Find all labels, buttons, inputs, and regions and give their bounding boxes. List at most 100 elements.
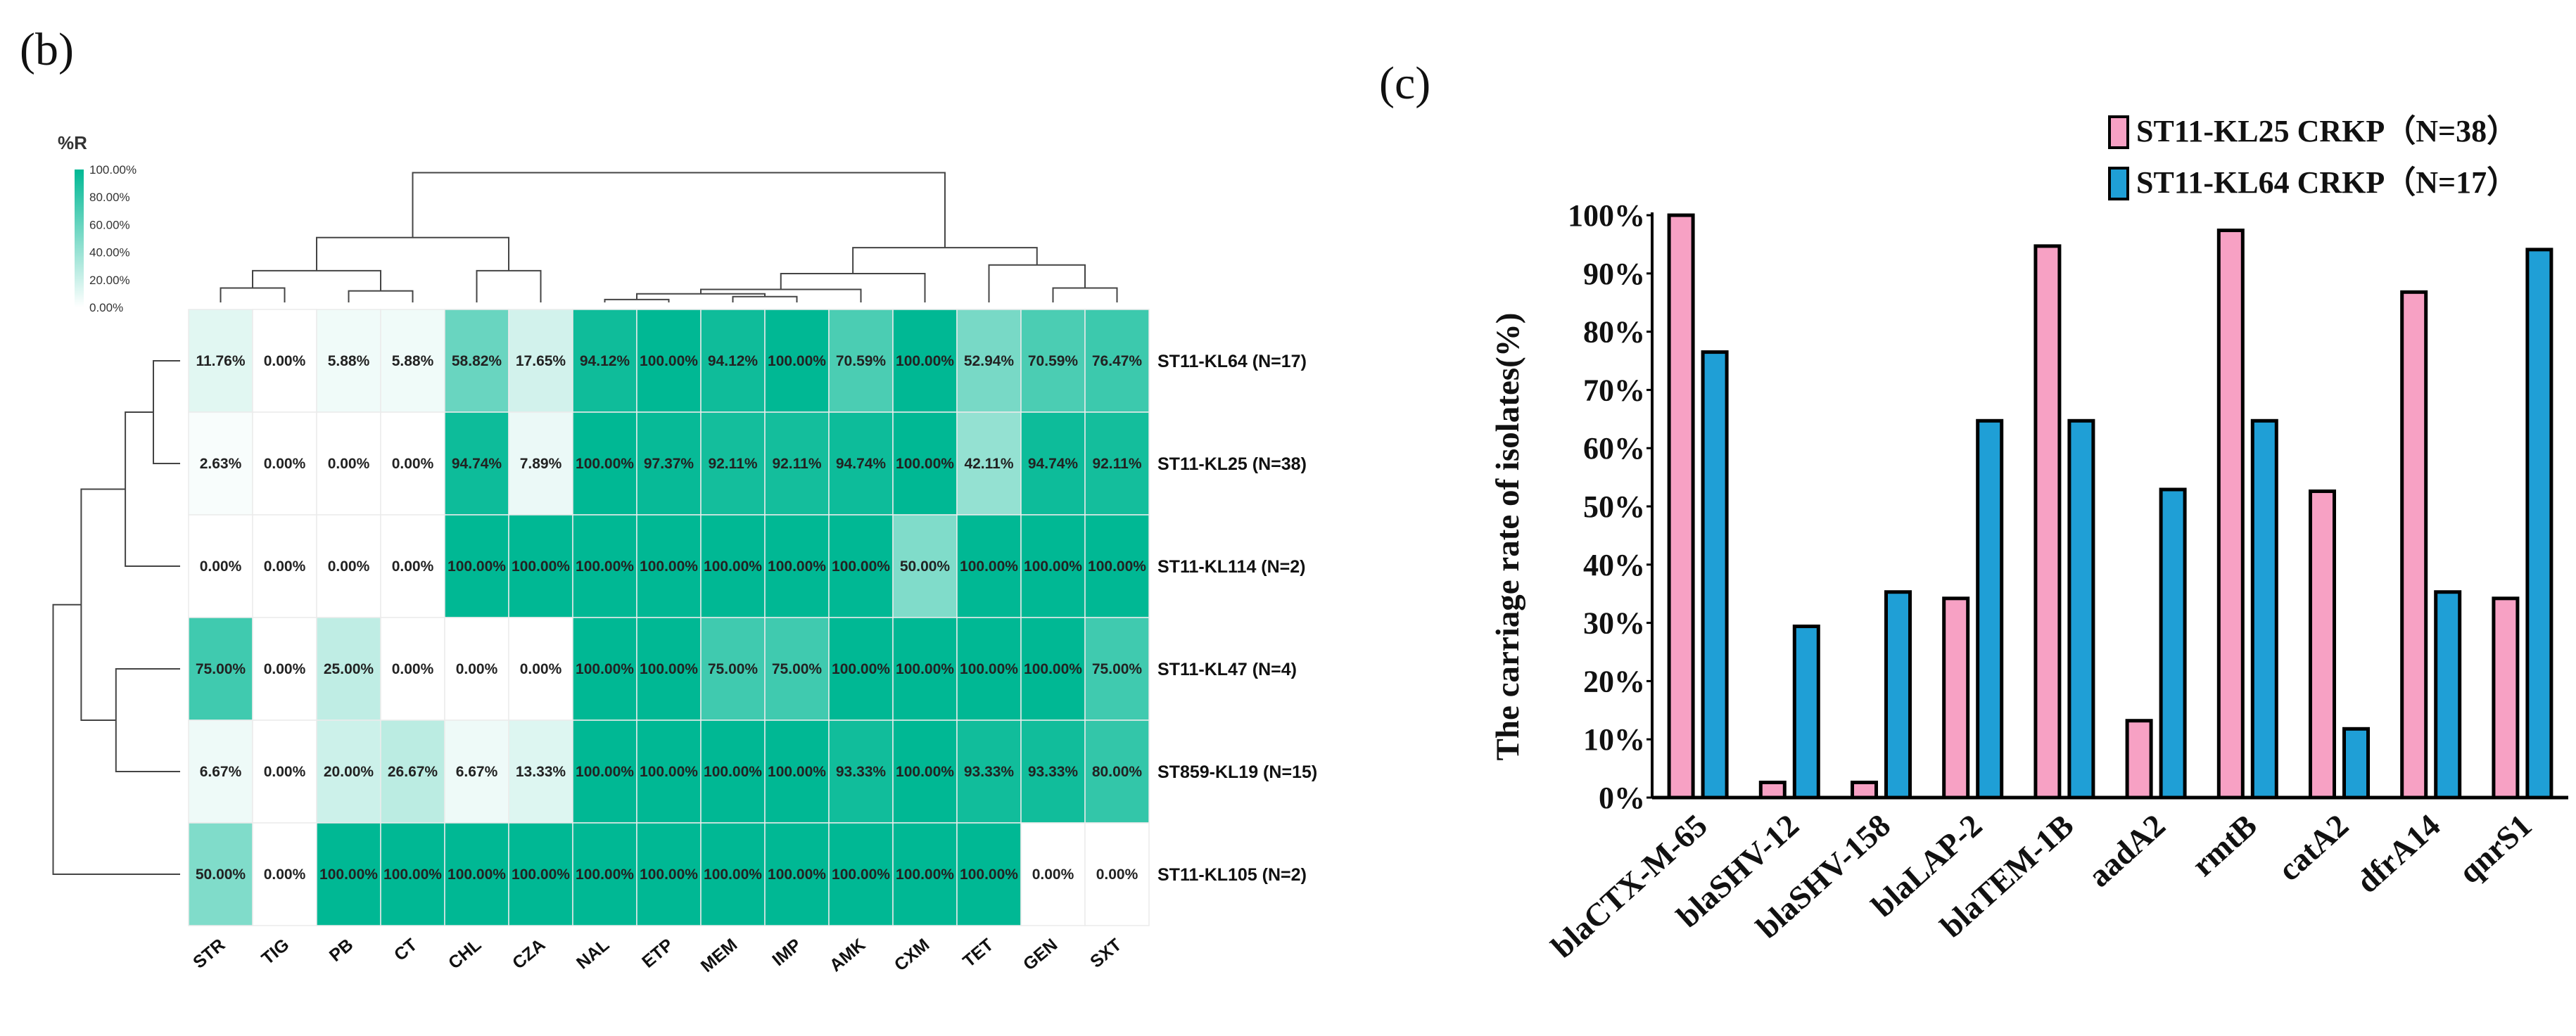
y-axis-tick-label: 80% [1583, 315, 1645, 350]
heatmap-cell [700, 720, 766, 824]
row-dendrogram [52, 360, 180, 875]
heatmap-cell [892, 309, 958, 413]
heatmap-cell [828, 514, 894, 618]
heatmap-cell [508, 720, 573, 824]
row-dendrogram-branch [153, 360, 180, 464]
heatmap-column-label: CZA [509, 935, 549, 973]
heatmap-cell-value: 100.00% [448, 866, 506, 883]
heatmap-cell [700, 514, 766, 618]
heatmap-cell [188, 720, 253, 824]
column-dendrogram-branch [316, 236, 509, 271]
x-axis-category-label: blaCTX-M-65 [1544, 807, 1714, 965]
column-dendrogram-branch [1052, 287, 1118, 302]
heatmap-cell [1084, 617, 1150, 721]
heatmap-row-label: ST11-KL105 (N=2) [1157, 865, 1307, 885]
heatmap-cell-value: 100.00% [1024, 661, 1082, 677]
heatmap-cell [316, 309, 381, 413]
x-axis-category-label: qnrS1 [2451, 807, 2538, 890]
heatmap-cell [252, 514, 317, 618]
heatmap-cell [188, 617, 253, 721]
x-axis-category-label: aadA2 [2081, 807, 2172, 894]
heatmap-cell-value: 93.33% [1028, 764, 1079, 780]
bar [2434, 590, 2462, 800]
chart-axes [1647, 212, 2568, 800]
heatmap-cell-value: 92.11% [772, 456, 821, 472]
heatmap-column-label: GEN [1020, 935, 1062, 974]
heatmap-cell [316, 822, 381, 926]
heatmap-cell [508, 514, 573, 618]
heatmap-cell-value: 100.00% [896, 353, 954, 369]
heatmap-cell [764, 411, 830, 516]
heatmap-cell [508, 617, 573, 721]
heatmap-cell-value: 97.37% [644, 456, 694, 472]
heatmap-cell-value: 0.00% [264, 764, 306, 780]
heatmap-cell-value: 100.00% [768, 558, 826, 575]
heatmap-cell [380, 514, 445, 618]
heatmap-cell-value: 100.00% [448, 558, 506, 575]
heatmap-color-legend: %R 100.00% 80.00% 60.00% 40.00% 20.00% 0.00% [58, 132, 137, 314]
heatmap-cell-value: 6.67% [200, 764, 242, 780]
heatmap-cell-value: 100.00% [640, 764, 698, 780]
heatmap-cell [572, 411, 637, 516]
heatmap-cell [764, 514, 830, 618]
heatmap-cell-value: 52.94% [964, 353, 1015, 369]
heatmap-cell-value: 25.00% [324, 661, 374, 677]
heatmap-cell-value: 6.67% [456, 764, 498, 780]
heatmap-cell [508, 309, 573, 413]
heatmap-cell-value: 94.12% [580, 353, 630, 369]
bar [1792, 625, 1820, 800]
y-axis-tick-label: 100% [1568, 198, 1645, 233]
bar-chart-legend: ST11-KL25 CRKP（N=38） ST11-KL64 CRKP（N=17） [2108, 114, 2518, 200]
y-axis-title: The carriage rate of isolates(%) [1490, 313, 1526, 761]
heatmap-cell [572, 514, 637, 618]
heatmap-cell-value: 0.00% [456, 661, 498, 677]
x-axis-category-label: catA2 [2271, 807, 2356, 888]
heatmap-cell-value: 100.00% [512, 558, 570, 575]
heatmap-row-label: ST11-KL25 (N=38) [1157, 454, 1307, 474]
heatmap-cell-value: 5.88% [328, 353, 370, 369]
heatmap-row-labels: ST11-KL64 (N=17) ST11-KL25 (N=38) ST11-KL1… [1157, 352, 1317, 885]
heatmap-cell [572, 822, 637, 926]
heatmap-cell [252, 720, 317, 824]
heatmap-cell [316, 411, 381, 516]
heatmap-cell [1020, 411, 1086, 516]
y-axis-tick-label: 0% [1599, 781, 1645, 815]
bar [1701, 350, 1729, 800]
bar [1851, 780, 1878, 800]
heatmap-cell-value: 5.88% [392, 353, 434, 369]
heatmap-cell-value: 100.00% [704, 866, 762, 883]
bar [2309, 489, 2336, 800]
y-axis-tick-label: 20% [1583, 664, 1645, 698]
heatmap-column-label: SXT [1086, 935, 1125, 972]
y-axis-tick-label: 60% [1583, 431, 1645, 466]
heatmap-cell-value: 94.12% [708, 353, 759, 369]
legend-color-bar [75, 170, 84, 307]
heatmap-cell [380, 617, 445, 721]
legend-tick-label: 0.00% [89, 301, 123, 314]
heatmap-column-label: STR [189, 935, 229, 973]
y-axis-tick-label: 40% [1583, 548, 1645, 582]
row-dendrogram-branch [52, 603, 180, 875]
legend-swatch [2108, 167, 2129, 200]
column-dendrogram-branch [604, 298, 670, 302]
heatmap-cell-value: 70.59% [836, 353, 887, 369]
heatmap-cell [764, 309, 830, 413]
legend-tick-label: 100.00% [89, 163, 137, 177]
bar [2400, 290, 2428, 800]
heatmap-cell [316, 617, 381, 721]
heatmap-cell-value: 100.00% [640, 353, 698, 369]
y-axis-tick-label: 30% [1583, 606, 1645, 641]
heatmap-cell-labels: 11.76% 0.00% 5.88% 5.88% 58.82% 17.65% 94.12% 1… [196, 353, 1146, 883]
heatmap-cell [252, 822, 317, 926]
heatmap-cell-value: 100.00% [383, 866, 442, 883]
column-dendrogram-branch [732, 295, 798, 302]
heatmap-panel: %R 100.00%80.00%60.00%40.00%20.00%0.00% … [52, 132, 1317, 976]
heatmap-cell-value: 0.00% [392, 558, 434, 575]
heatmap-cell-value: 100.00% [768, 866, 826, 883]
heatmap-cell-value: 92.11% [708, 456, 757, 472]
legend-tick-label: 40.00% [89, 246, 130, 260]
heatmap-row-label: ST11-KL47 (N=4) [1157, 660, 1297, 679]
heatmap-cell-value: 7.89% [520, 456, 562, 472]
row-dendrogram-branch [80, 488, 126, 721]
